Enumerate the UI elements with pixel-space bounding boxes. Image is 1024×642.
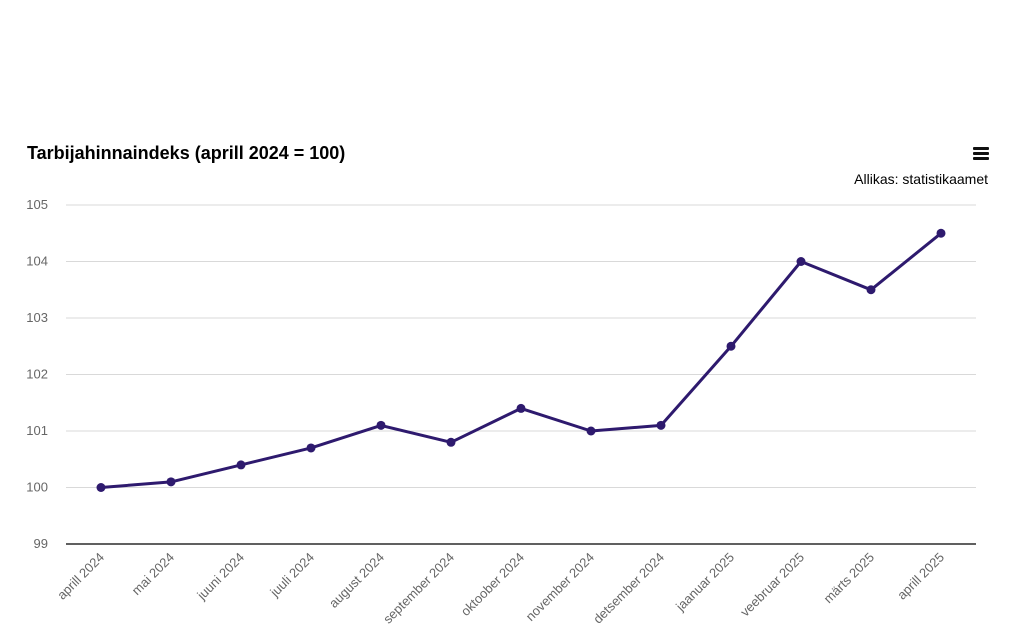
x-tick-label: juuni 2024 xyxy=(193,550,247,604)
data-point[interactable] xyxy=(96,483,106,492)
data-point[interactable] xyxy=(166,477,176,487)
data-point[interactable] xyxy=(866,285,876,295)
y-tick-label: 99 xyxy=(34,536,48,551)
y-tick-label: 100 xyxy=(26,480,48,495)
y-tick-label: 102 xyxy=(26,367,48,382)
x-tick-label: detsember 2024 xyxy=(590,550,667,627)
y-tick-label: 105 xyxy=(26,197,48,212)
data-point[interactable] xyxy=(306,443,316,453)
data-point[interactable] xyxy=(726,341,736,351)
x-tick-label: november 2024 xyxy=(523,550,597,624)
y-tick-label: 103 xyxy=(26,310,48,325)
x-tick-label: oktoober 2024 xyxy=(458,550,527,619)
data-point[interactable] xyxy=(656,420,666,430)
data-point[interactable] xyxy=(586,426,596,436)
chart-title: Tarbijahinnaindeks (aprill 2024 = 100) xyxy=(27,143,346,163)
x-tick-label: aprill 2024 xyxy=(54,550,107,603)
x-tick-label: märts 2025 xyxy=(821,550,878,607)
x-tick-label: jaanuar 2025 xyxy=(672,550,737,615)
y-axis-ticks: 99 100 101 102 103 104 105 xyxy=(26,197,48,551)
data-point[interactable] xyxy=(516,403,526,413)
data-point[interactable] xyxy=(376,420,386,430)
hamburger-menu-icon[interactable] xyxy=(970,143,994,165)
y-tick-label: 101 xyxy=(26,423,48,438)
data-point[interactable] xyxy=(796,257,806,266)
y-tick-label: 104 xyxy=(26,254,48,269)
x-tick-label: aprill 2025 xyxy=(894,550,947,603)
data-points xyxy=(96,228,946,492)
x-axis-ticks: aprill 2024 mai 2024 juuni 2024 juuli 2024 a… xyxy=(54,550,947,627)
x-tick-label: august 2024 xyxy=(326,550,387,611)
x-tick-label: juuli 2024 xyxy=(266,550,317,601)
x-tick-label: veebruar 2025 xyxy=(737,550,807,620)
x-tick-label: september 2024 xyxy=(380,550,457,627)
series-line xyxy=(100,232,942,489)
data-point[interactable] xyxy=(446,437,456,447)
x-tick-label: mai 2024 xyxy=(129,550,177,598)
data-point[interactable] xyxy=(936,228,946,238)
data-point[interactable] xyxy=(236,460,246,470)
gridlines xyxy=(66,204,976,488)
source-credit: Allikas: statistikaamet xyxy=(854,171,988,187)
